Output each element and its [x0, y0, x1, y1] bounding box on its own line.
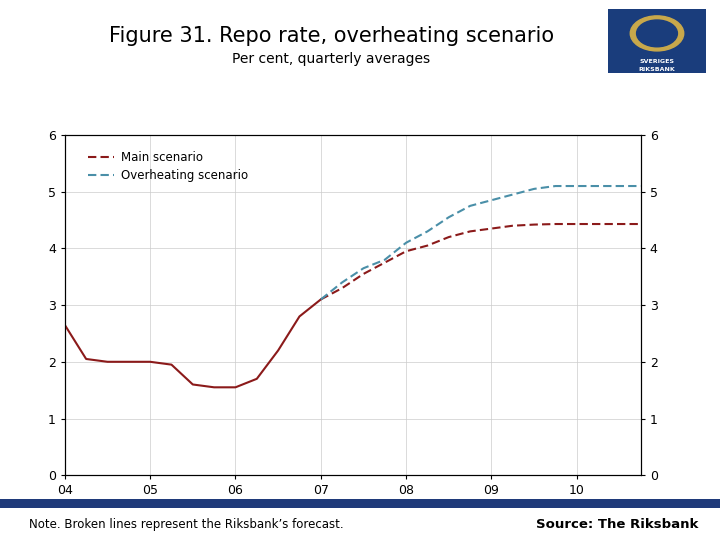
Ellipse shape: [630, 16, 684, 51]
Text: SVERIGES: SVERIGES: [639, 59, 675, 64]
Text: Source: The Riksbank: Source: The Riksbank: [536, 518, 698, 531]
Ellipse shape: [636, 20, 678, 47]
Text: Figure 31. Repo rate, overheating scenario: Figure 31. Repo rate, overheating scenar…: [109, 26, 554, 46]
Text: RIKSBANK: RIKSBANK: [639, 66, 675, 72]
Text: Note. Broken lines represent the Riksbank’s forecast.: Note. Broken lines represent the Riksban…: [29, 518, 343, 531]
Text: Per cent, quarterly averages: Per cent, quarterly averages: [232, 52, 431, 66]
Legend: Main scenario, Overheating scenario: Main scenario, Overheating scenario: [88, 151, 248, 182]
